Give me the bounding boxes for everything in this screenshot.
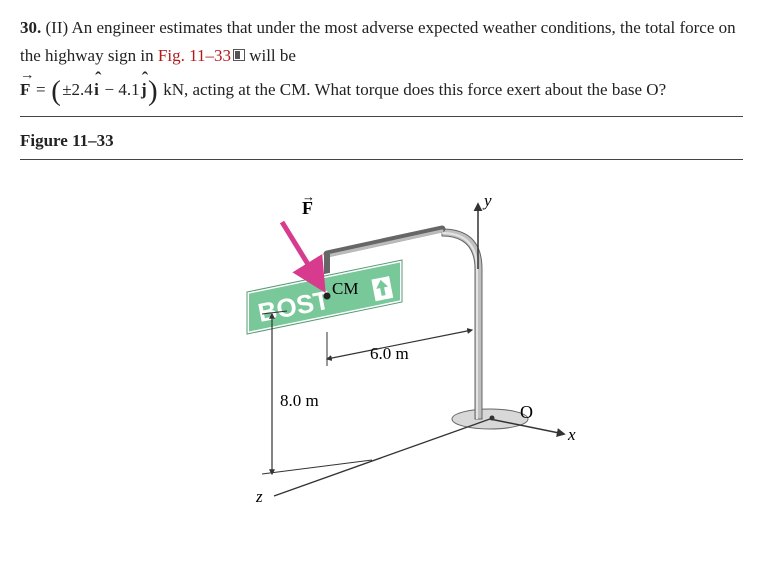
vector-F: F <box>20 76 30 104</box>
dim-6m-label: 6.0 m <box>370 344 409 363</box>
cm-point <box>323 293 330 300</box>
figure-title: Figure 11–33 <box>20 127 743 155</box>
divider-top <box>20 116 743 117</box>
unit-vector-i: i <box>94 76 99 104</box>
origin-point <box>489 416 494 421</box>
force-arrow <box>282 222 322 287</box>
problem-level: (II) <box>46 18 69 37</box>
problem-statement: 30. (II) An engineer estimates that unde… <box>20 14 743 70</box>
fx-value: ±2.4 <box>62 76 93 104</box>
unit-vector-j: j <box>141 76 147 104</box>
eq-sign: = <box>32 76 50 104</box>
problem-text-part2: will be <box>249 46 296 65</box>
figure-diagram: BOST CM F → y x O z 6.0 m 8.0 m <box>20 174 743 523</box>
divider-under-title <box>20 159 743 160</box>
pole-arm <box>327 229 442 254</box>
origin-label: O <box>520 402 533 422</box>
force-arrow-over: → <box>302 189 315 204</box>
fy-value: − 4.1 <box>100 76 139 104</box>
pole-highlight <box>442 232 478 419</box>
force-equation: F = ( ±2.4 i − 4.1 j ) kN, acting at the… <box>20 76 743 104</box>
problem-text-part1: An engineer estimates that under the mos… <box>20 18 736 65</box>
force-tail: kN, acting at the CM. What torque does t… <box>159 76 666 104</box>
cm-label: CM <box>332 279 358 298</box>
y-label: y <box>482 191 492 210</box>
x-label: x <box>567 425 576 444</box>
problem-number: 30. <box>20 18 41 37</box>
dim-8m-label: 8.0 m <box>280 391 319 410</box>
z-axis <box>274 419 490 496</box>
z-label: z <box>255 487 263 506</box>
figure-reference: Fig. 11–33 <box>158 46 231 65</box>
pole-arm-hi <box>327 231 442 256</box>
popup-icon <box>233 49 245 61</box>
